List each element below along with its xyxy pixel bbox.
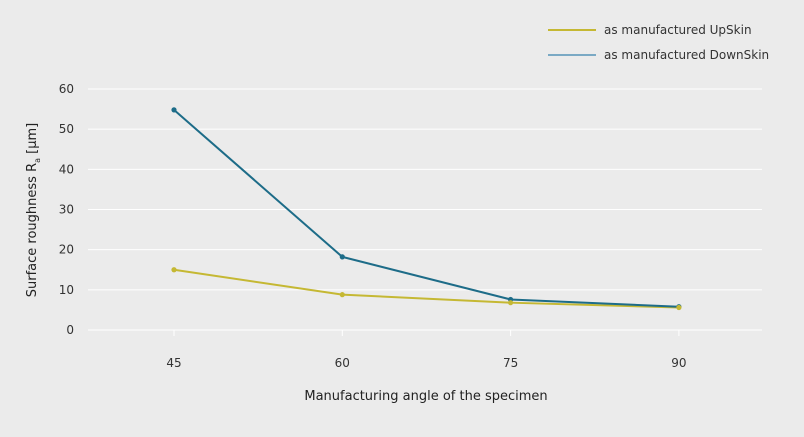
x-tick-label: 90	[671, 356, 686, 370]
y-axis-title: Surface roughness Ra [µm]	[25, 123, 42, 297]
x-tick-labels: 45 60 75 90	[166, 356, 686, 370]
y-tick-label: 30	[59, 203, 74, 217]
x-tick-label: 75	[503, 356, 518, 370]
y-axis-title-unit: [µm]	[25, 123, 40, 158]
data-point-upskin	[508, 300, 514, 306]
series-lines	[173, 109, 679, 309]
legend-label: as manufactured UpSkin	[604, 23, 752, 37]
data-point-downskin	[339, 254, 345, 260]
data-point-upskin	[676, 304, 682, 311]
y-tick-label: 20	[59, 243, 74, 257]
x-tick-label: 60	[335, 356, 350, 370]
data-point-downskin	[171, 107, 177, 113]
data-point-upskin	[339, 292, 345, 298]
legend-label: as manufactured DownSkin	[604, 48, 769, 62]
x-axis-title: Manufacturing angle of the specimen	[304, 389, 547, 404]
data-point-upskin	[171, 267, 177, 273]
gridlines	[88, 88, 762, 336]
series-line-upskin	[173, 268, 679, 309]
y-tick-labels: 0 10 20 30 40 50 60	[59, 82, 74, 337]
y-tick-label: 40	[59, 162, 74, 176]
legend: as manufactured UpSkin as manufactured Do…	[548, 23, 769, 62]
series-line-downskin	[173, 109, 679, 308]
y-axis-title-subscript: a	[33, 158, 42, 163]
y-tick-label: 10	[59, 283, 74, 297]
series-markers	[171, 107, 682, 311]
y-axis-title-main: Surface roughness R	[25, 163, 40, 297]
x-tick-label: 45	[166, 356, 181, 370]
y-tick-label: 60	[59, 82, 74, 96]
y-tick-label: 50	[59, 122, 74, 136]
y-tick-label: 0	[66, 323, 74, 337]
